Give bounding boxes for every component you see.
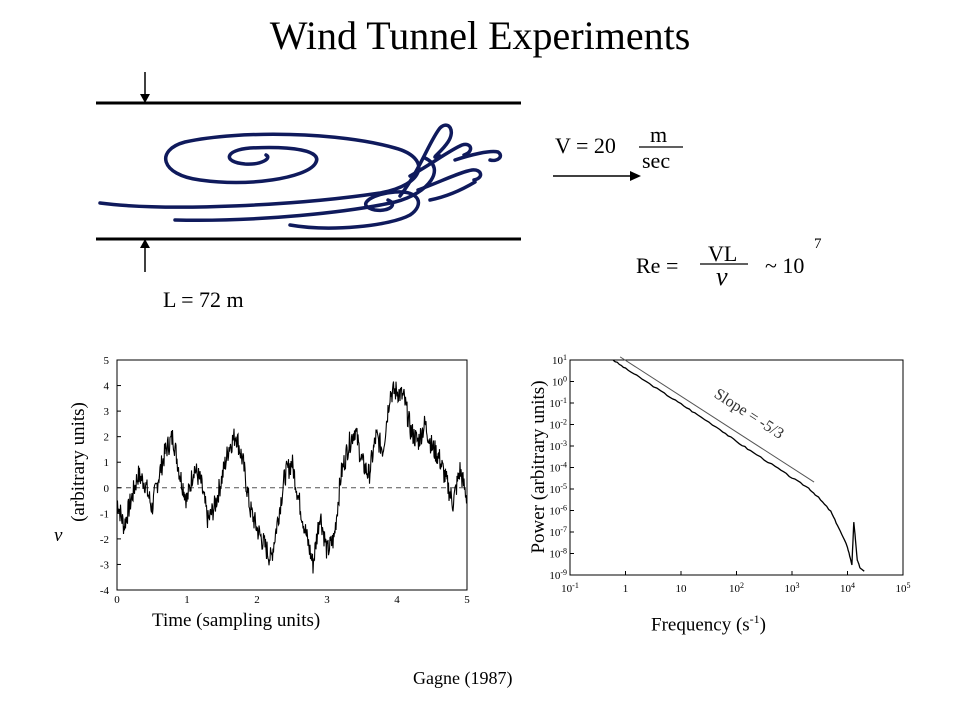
timeseries-x-tick-label: 3 <box>324 594 330 606</box>
timeseries-x-tick-label: 1 <box>184 594 190 606</box>
spectrum-power-curve <box>612 359 865 572</box>
spectrum-y-tick-label: 10-9 <box>549 568 567 582</box>
spectrum-x-tick-label: 105 <box>896 581 911 595</box>
timeseries-y-tick-label: -1 <box>100 508 109 520</box>
velocity-unit-numerator: m <box>650 122 668 147</box>
spectrum-y-tick-label: 10-1 <box>549 396 567 410</box>
length-arrowhead-top <box>140 94 150 103</box>
velocity-unit-denominator: sec <box>642 148 671 173</box>
spectrum-y-tick-label: 100 <box>552 375 567 389</box>
velocity-label: V = 20 <box>555 133 616 158</box>
spectrum-y-tick-label: 10-2 <box>549 418 567 432</box>
spectrum-x-tick-label: 10-1 <box>561 581 579 595</box>
timeseries-y-tick-label: 3 <box>104 406 110 418</box>
timeseries-x-label: Time (sampling units) <box>152 610 321 631</box>
timeseries-velocity-trace <box>116 381 468 574</box>
spectrum-y-tick-label: 10-8 <box>549 547 567 561</box>
length-label: L = 72 m <box>163 287 244 312</box>
reynolds-exponent: 7 <box>814 236 822 252</box>
spectrum-x-tick-label: 104 <box>840 581 855 595</box>
timeseries-plot-frame <box>116 359 468 591</box>
spectrum-slope-annotation: Slope = -5/3 <box>711 385 787 442</box>
spectrum-x-tick-label: 1 <box>623 583 629 595</box>
spectrum-x-label: Frequency (s-1) <box>651 612 766 636</box>
citation: Gagne (1987) <box>413 668 513 688</box>
timeseries-y-tick-label: 5 <box>104 355 110 367</box>
timeseries-x-tick-label: 5 <box>464 594 470 606</box>
timeseries-y-tick-label: -4 <box>100 585 110 597</box>
spectrum-y-tick-label: 10-5 <box>549 482 567 496</box>
timeseries-x-tick-label: 4 <box>394 594 400 606</box>
spectrum-slope-reference-line <box>619 356 815 483</box>
reynolds-numerator: VL <box>708 241 738 266</box>
spectrum-x-tick-label: 102 <box>729 581 744 595</box>
timeseries-x-tick-label: 2 <box>254 594 260 606</box>
spectrum-x-tick-label: 103 <box>785 581 800 595</box>
spectrum-x-tick-label: 10 <box>676 583 688 595</box>
timeseries-y-tick-label: 4 <box>104 381 110 393</box>
velocity-arrowhead <box>630 171 641 181</box>
timeseries-y-tick-label: 1 <box>104 457 110 469</box>
spectrum-y-tick-label: 10-7 <box>549 525 567 539</box>
page-title: Wind Tunnel Experiments <box>269 13 691 58</box>
timeseries-y-symbol: v <box>54 525 63 546</box>
timeseries-y-tick-label: 2 <box>104 432 110 444</box>
spectrum-y-tick-label: 10-4 <box>549 461 567 475</box>
eddy-spirals <box>98 123 503 230</box>
reynolds-label: Re = <box>636 253 679 278</box>
viscosity-symbol: ν <box>716 262 728 291</box>
spectrum-y-tick-label: 10-3 <box>549 439 567 453</box>
timeseries-y-tick-label: -2 <box>100 534 109 546</box>
timeseries-y-tick-label: -3 <box>100 559 110 571</box>
reynolds-approx: ~ 10 <box>765 253 805 278</box>
spectrum-y-tick-label: 101 <box>552 353 567 367</box>
timeseries-y-tick-label: 0 <box>104 483 110 495</box>
timeseries-x-tick-label: 0 <box>114 594 120 606</box>
spectrum-y-tick-label: 10-6 <box>549 504 567 518</box>
spectrum-y-label: Power (arbitrary units) <box>528 380 549 554</box>
length-arrowhead-bottom <box>140 239 150 248</box>
